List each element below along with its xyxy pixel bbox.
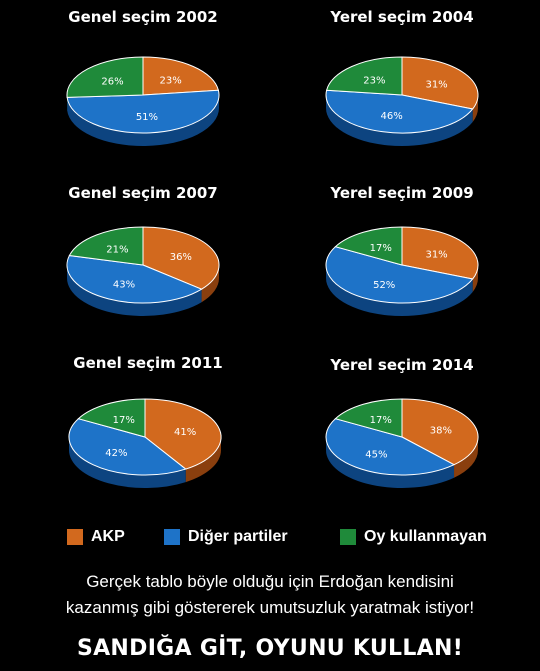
pie-4-slice-1	[325, 246, 474, 304]
legend-label-akp: AKP	[91, 528, 125, 545]
legend-label-nonvoter: Oy kullanmayan	[364, 528, 487, 545]
pie-1-slice-2	[66, 56, 144, 98]
legend-swatch-nonvoter	[340, 529, 356, 545]
legend-item-nonvoter: Oy kullanmayan	[340, 528, 487, 546]
pie-3: 36% 43% 21%	[66, 226, 220, 316]
pie-1-slice-1	[66, 89, 220, 134]
pie-5: 41% 42% 17%	[68, 398, 222, 488]
pie-2-side-1	[326, 95, 473, 146]
pie-5-side-1	[69, 437, 186, 488]
chart-title-6: Yerel seçim 2014	[330, 356, 474, 374]
chart-title-4: Yerel seçim 2009	[330, 184, 474, 202]
pie-3-label-1: 43%	[113, 280, 135, 291]
legend-swatch-other	[164, 529, 180, 545]
pie-3-label-0: 36%	[170, 252, 192, 263]
pie-5-label-1: 42%	[105, 448, 127, 459]
pie-3-side-0	[201, 265, 220, 303]
legend-item-other: Diğer partiler	[164, 528, 288, 546]
pie-1-label-0: 23%	[160, 75, 182, 86]
pie-charts: 23%51%26% 31%46%23%36%43%21% 31%52%17%41%4…	[66, 56, 479, 488]
pie-1-label-2: 26%	[101, 77, 123, 88]
pie-3-label-2: 21%	[106, 244, 128, 255]
chart-title-3: Genel seçim 2007	[68, 184, 218, 202]
chart-title-2: Yerel seçim 2004	[330, 8, 474, 26]
pie-4-slice-2	[334, 226, 403, 266]
chart-title-5: Genel seçim 2011	[73, 354, 223, 372]
pie-1-slice-0	[142, 56, 220, 96]
caption-line-1: Gerçek tablo böyle olduğu için Erdoğan k…	[86, 572, 454, 591]
chart-title-1: Genel seçim 2002	[68, 8, 218, 26]
pie-2-label-1: 46%	[380, 111, 402, 122]
pie-5-slice-2	[77, 398, 146, 438]
pie-6-label-1: 45%	[365, 450, 387, 461]
pie-1-label-1: 51%	[136, 112, 158, 123]
legend-swatch-akp	[67, 529, 83, 545]
pie-5-slice-1	[68, 418, 187, 476]
pie-6-slice-2	[334, 398, 403, 438]
pie-2-slice-0	[401, 56, 479, 110]
pie-6-label-0: 38%	[430, 425, 452, 436]
pie-2-label-2: 23%	[363, 75, 385, 86]
pie-3-slice-0	[142, 226, 220, 290]
pie-6-label-2: 17%	[370, 415, 392, 426]
pie-4-side-1	[326, 265, 473, 316]
pie-3-slice-2	[68, 226, 144, 266]
slogan: SANDIĞA GİT, OYUNU KULLAN!	[76, 636, 464, 661]
pie-6: 38% 45% 17%	[325, 398, 479, 488]
pie-6-side-1	[326, 437, 455, 488]
pie-2-slice-1	[325, 89, 474, 134]
pie-3-slice-1	[66, 255, 203, 304]
pie-5-label-0: 41%	[174, 427, 196, 438]
pie-1: 23% 51% 26%	[66, 56, 220, 146]
pie-2-label-0: 31%	[425, 79, 447, 90]
legend: AKP Diğer partiler Oy kullanmayan	[0, 528, 540, 552]
pie-6-slice-1	[325, 418, 456, 476]
pie-4-label-0: 31%	[425, 249, 447, 260]
pie-4: 31% 52% 17%	[325, 226, 479, 316]
pie-4-side-0	[472, 265, 478, 292]
pie-5-label-2: 17%	[113, 415, 135, 426]
pie-2-slice-2	[325, 56, 403, 96]
pie-2-side-0	[472, 95, 478, 122]
legend-item-akp: AKP	[67, 528, 125, 546]
pie-3-side-1	[67, 265, 202, 316]
legend-label-other: Diğer partiler	[188, 528, 288, 545]
pie-4-label-1: 52%	[373, 280, 395, 291]
pie-2: 31% 46% 23%	[325, 56, 479, 146]
caption-line-2: kazanmış gibi göstererek umutsuzluk yara…	[65, 598, 475, 617]
pie-6-side-0	[454, 437, 478, 478]
pie-5-side-0	[185, 437, 222, 483]
pie-4-slice-0	[401, 226, 479, 280]
pie-6-slice-0	[401, 398, 479, 466]
pie-1-side-1	[67, 95, 220, 146]
pie-4-label-2: 17%	[370, 243, 392, 254]
